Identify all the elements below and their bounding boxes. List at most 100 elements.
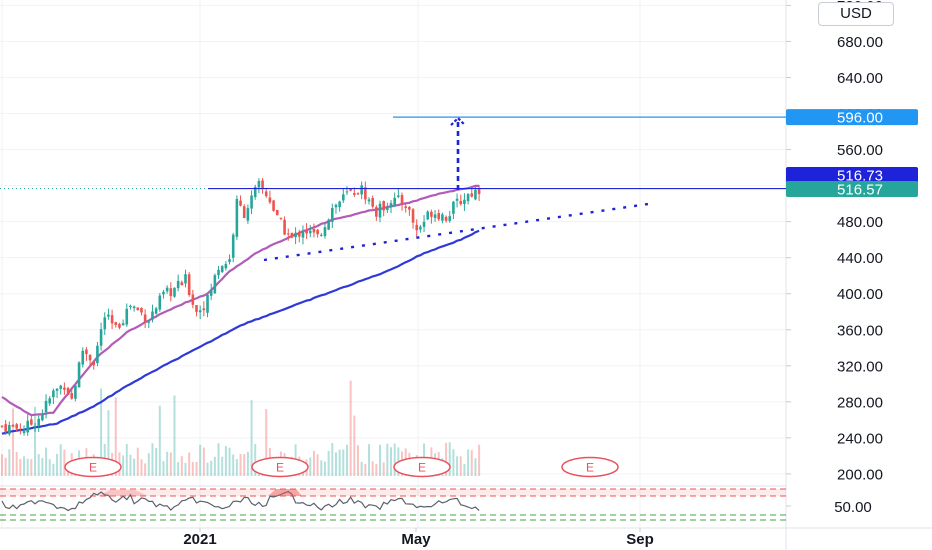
candle-body bbox=[308, 230, 312, 234]
moving-average-slow bbox=[1, 229, 480, 435]
candle-body bbox=[286, 233, 290, 235]
candle-body bbox=[48, 398, 52, 404]
volume-bar bbox=[45, 447, 48, 476]
candle-body bbox=[448, 216, 452, 221]
volume-bar bbox=[364, 463, 367, 476]
candle-body bbox=[26, 420, 29, 433]
candle-body bbox=[224, 264, 228, 269]
price-badge[interactable]: 516.57 bbox=[786, 181, 918, 199]
candle-body bbox=[386, 207, 389, 210]
candle-body bbox=[268, 197, 272, 203]
candle-body bbox=[33, 425, 37, 428]
volume-bar bbox=[114, 397, 117, 476]
volume-bar bbox=[463, 463, 466, 476]
candle-body bbox=[437, 213, 441, 220]
candle-body bbox=[96, 345, 99, 364]
candle-body bbox=[353, 193, 356, 195]
price-badge-label: 596.00 bbox=[837, 110, 883, 127]
candle-body bbox=[389, 203, 393, 208]
candle-body bbox=[305, 230, 308, 234]
volume-bar bbox=[19, 458, 22, 476]
candle-body bbox=[66, 388, 70, 395]
candle-body bbox=[206, 294, 209, 313]
volume-bar bbox=[8, 449, 11, 476]
candle-body bbox=[452, 201, 455, 214]
candle-body bbox=[430, 211, 433, 217]
time-label: Sep bbox=[626, 531, 654, 548]
candle-body bbox=[0, 425, 4, 427]
candle-body bbox=[466, 194, 470, 202]
volume-bar bbox=[386, 443, 389, 476]
price-badge-background bbox=[786, 109, 918, 126]
volume-bar bbox=[144, 463, 147, 476]
candle-body bbox=[459, 200, 463, 205]
candle-body bbox=[173, 287, 176, 297]
candle-body bbox=[110, 315, 114, 324]
volume-bar bbox=[56, 453, 59, 476]
volume-bar bbox=[382, 462, 385, 476]
price-badge[interactable]: 596.00 bbox=[786, 109, 918, 127]
earnings-marker[interactable]: E bbox=[393, 456, 451, 478]
candle-body bbox=[37, 418, 40, 426]
volume-bar bbox=[323, 461, 326, 476]
candle-body bbox=[279, 217, 283, 219]
volume-bar bbox=[184, 462, 187, 476]
volume-bar bbox=[338, 449, 341, 476]
candle-body bbox=[195, 305, 198, 312]
volume-bar bbox=[199, 444, 202, 476]
volume-bar bbox=[316, 454, 319, 476]
chart-drawings[interactable] bbox=[0, 116, 786, 262]
volume-bar bbox=[360, 461, 363, 476]
candle-body bbox=[261, 180, 264, 190]
candle-body bbox=[411, 209, 415, 223]
volume-bar bbox=[26, 458, 29, 476]
time-label: 2021 bbox=[183, 531, 216, 548]
price-badge[interactable]: 516.73 bbox=[786, 167, 918, 185]
time-axis[interactable]: 2021 May Sep bbox=[183, 528, 654, 548]
volume-bar bbox=[448, 442, 451, 476]
earnings-marker-label: E bbox=[89, 461, 97, 475]
earnings-marker-label: E bbox=[418, 461, 426, 475]
volume-bar bbox=[173, 395, 176, 476]
candle-body bbox=[99, 329, 103, 346]
currency-button[interactable]: USD bbox=[818, 2, 894, 26]
candle-body bbox=[474, 189, 477, 200]
volume-bar bbox=[478, 444, 481, 476]
earnings-marker[interactable]: E bbox=[251, 456, 309, 478]
candle-body bbox=[213, 275, 217, 294]
price-axis[interactable]: 720.00680.00640.00600.00560.00480.00440.… bbox=[786, 0, 918, 516]
candle-body bbox=[30, 419, 33, 425]
volume-bar bbox=[312, 450, 315, 476]
earnings-marker[interactable]: E bbox=[561, 456, 619, 478]
moving-average-fast bbox=[1, 184, 480, 417]
candle-body bbox=[250, 195, 253, 209]
candle-body bbox=[239, 200, 242, 206]
candle-body bbox=[393, 197, 396, 206]
volume-bar bbox=[63, 449, 66, 476]
candle-body bbox=[114, 322, 118, 325]
candle-body bbox=[55, 388, 59, 391]
candle-body bbox=[202, 308, 206, 311]
volume-bar bbox=[349, 380, 352, 476]
volume-bar bbox=[177, 462, 180, 476]
candle-body bbox=[162, 291, 165, 295]
volume-bar bbox=[246, 451, 249, 476]
earnings-marker[interactable]: E bbox=[64, 456, 122, 478]
volume-bar bbox=[151, 443, 154, 476]
volume-bar bbox=[221, 456, 224, 476]
volume-bar bbox=[34, 406, 37, 476]
volume-bar bbox=[265, 409, 268, 476]
candle-body bbox=[125, 308, 129, 325]
volume-bar bbox=[224, 446, 227, 476]
volume-bar bbox=[125, 444, 128, 476]
volume-bar bbox=[445, 442, 448, 476]
volume-bar bbox=[48, 459, 51, 476]
candle-body bbox=[209, 290, 213, 296]
candle-body bbox=[169, 288, 173, 297]
volume-bar bbox=[210, 460, 213, 476]
candle-body bbox=[59, 385, 63, 389]
candle-body bbox=[316, 229, 319, 235]
